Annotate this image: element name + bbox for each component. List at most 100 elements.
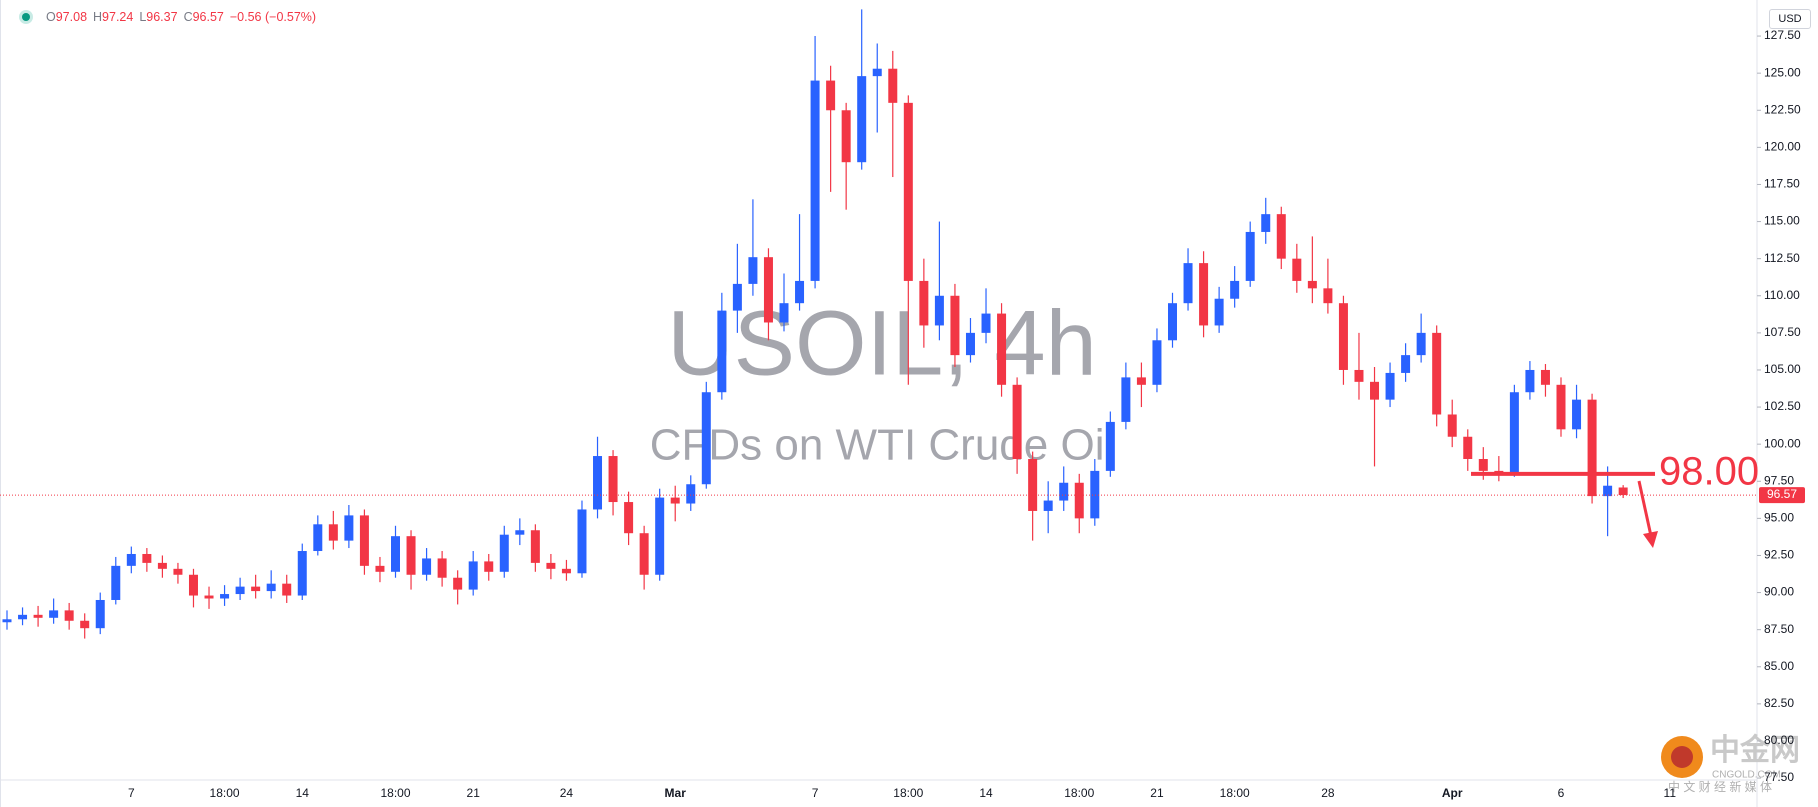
candle-body [1136,377,1146,385]
y-tick-label: 125.00 [1764,65,1801,79]
candle-body [1276,214,1286,259]
candle-body [655,497,665,575]
candle-body [1074,482,1084,519]
open-value: 97.08 [55,10,88,24]
close-key: C [183,10,193,24]
candle-body [1370,381,1380,400]
candle-body [1463,436,1473,460]
x-tick-label: 18:00 [893,786,923,800]
status-dot [22,13,30,21]
candle-body [1338,303,1348,370]
candle-body [1556,384,1566,430]
candle-body [717,310,727,393]
x-tick-label: 24 [560,786,574,800]
candle-body [1618,487,1628,496]
candle-body [577,509,587,574]
candle-body [593,456,603,510]
candle-body [997,313,1007,385]
last-price-tag [1759,487,1805,504]
candle-body [950,295,960,356]
candle-body [1354,369,1364,382]
y-tick-label: 107.50 [1764,325,1801,339]
x-tick-label: 14 [979,786,993,800]
candle-body [1509,392,1519,474]
candle-body [1385,372,1395,400]
candle-body [1090,470,1100,519]
y-tick-label: 110.00 [1764,288,1800,302]
candle-body [1603,485,1613,497]
candle-body [1230,280,1240,299]
candle-body [888,68,898,103]
candle-body [344,515,354,541]
candle-body [1323,288,1333,304]
x-tick-label: Mar [665,786,687,800]
y-tick-label: 92.50 [1764,548,1794,562]
candle-body [437,558,447,578]
candle-body [173,568,183,575]
y-tick-label: 122.50 [1764,102,1801,116]
candle-body [1572,399,1582,430]
candle-body [748,257,758,284]
candle-body [639,533,649,575]
x-tick-label: 11 [1664,786,1677,800]
candle-body [1292,258,1302,281]
candle-body [1199,263,1209,326]
y-tick-label: 77.50 [1764,770,1794,784]
candle-body [375,565,385,572]
candle-body [1183,263,1193,304]
ohlc-legend: O 97.08 H 97.24 L 96.37 C 96.57 −0.56 (−0.57… [18,10,316,24]
candle-body [266,583,276,592]
candle-body [1043,500,1053,511]
candle-body [95,599,105,629]
y-tick-label: 100.00 [1764,436,1801,450]
candle-body [235,586,245,595]
candle-body [1447,414,1457,437]
candle-body [18,614,28,620]
watermark-subtitle: CFDs on WTI Crude Oil [650,421,1115,470]
candle-body [33,614,43,618]
candle-body [220,594,230,599]
candle-body [422,558,432,575]
low-key: L [139,10,147,24]
candle-body [80,620,90,629]
y-tick-label: 117.50 [1764,177,1800,191]
level-label: 98.00 [1659,449,1759,493]
candle-body [826,80,836,111]
candle-body [732,283,742,311]
y-tick-label: 120.00 [1764,140,1801,154]
y-tick-label: 87.50 [1764,622,1794,636]
low-value: 96.37 [146,10,178,24]
x-tick-label: Apr [1442,786,1463,800]
candle-body [297,551,307,596]
logo-site: CNGOLD.COM [1712,770,1781,781]
candle-body [919,280,929,326]
y-tick-label: 127.50 [1764,28,1801,42]
x-tick-label: 7 [128,786,135,800]
candle-body [111,565,121,600]
candle-body [624,502,634,534]
logo-slogan: 中 文 财 经 新 媒 体 [1668,779,1772,794]
arrow [1637,480,1653,537]
x-tick-label: 18:00 [1220,786,1250,800]
candle-body [1012,384,1022,460]
candle-body [670,497,680,504]
currency-button[interactable]: USD [1769,9,1811,29]
candle-body [795,280,805,304]
open-key: O [46,10,56,24]
candle-body [1245,231,1255,281]
y-tick-label: 85.00 [1764,659,1794,673]
candle-body [251,586,261,592]
candle-body [313,524,323,552]
candle-body [1059,482,1069,501]
candle-body [1214,298,1224,326]
candle-body [810,80,820,281]
x-tick-label: 7 [812,786,819,800]
x-tick-label: 18:00 [380,786,410,800]
candle-body [453,577,463,590]
candle-body [561,568,571,574]
candle-body [1587,399,1597,497]
y-tick-label: 102.50 [1764,399,1801,413]
x-tick-label: 28 [1321,786,1335,800]
candle-body [515,530,525,535]
